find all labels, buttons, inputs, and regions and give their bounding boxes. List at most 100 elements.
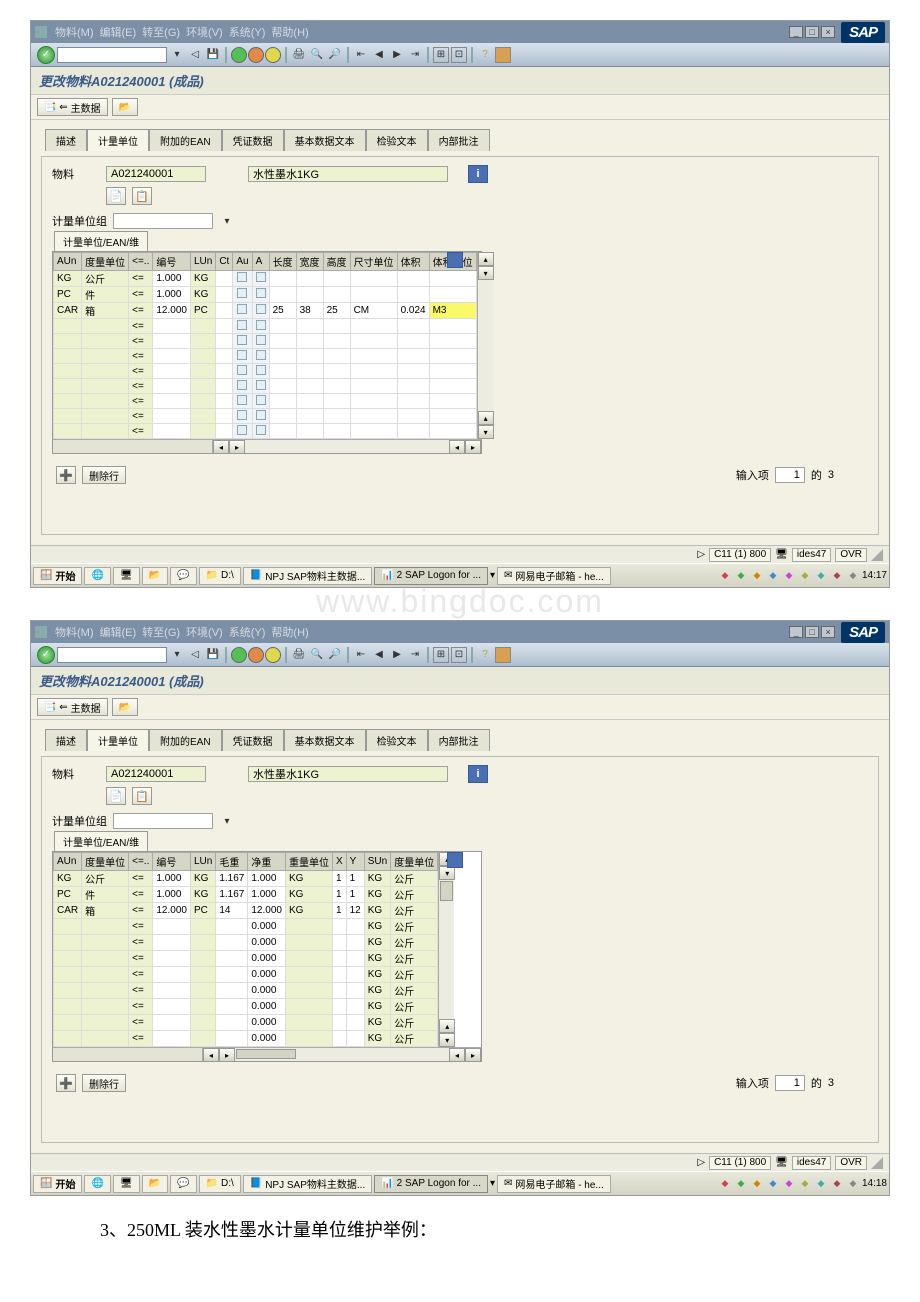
- find-icon[interactable]: 🔍: [309, 47, 325, 63]
- quick-chat-icon[interactable]: 💬: [170, 1175, 196, 1193]
- tab-inspection[interactable]: 检验文本: [366, 729, 428, 751]
- nav-back-icon[interactable]: [231, 47, 247, 63]
- col-header[interactable]: 编号: [153, 253, 191, 271]
- table-row[interactable]: KG公斤<=1.000KG1.1671.000KG11KG公斤: [54, 871, 438, 887]
- entry-current[interactable]: [775, 467, 805, 483]
- col-header[interactable]: 宽度: [296, 253, 323, 271]
- table-row[interactable]: <=0.000KG公斤: [54, 983, 438, 999]
- vscroll-2[interactable]: ▴ ▾ ▴ ▾: [438, 852, 454, 1047]
- first-page-icon[interactable]: ⇤: [353, 647, 369, 663]
- delete-row-button[interactable]: 删除行: [82, 1074, 126, 1092]
- tab-document[interactable]: 凭证数据: [222, 729, 284, 751]
- col-header[interactable]: Y: [346, 853, 364, 871]
- tab-internal[interactable]: 内部批注: [428, 729, 490, 751]
- tab-description[interactable]: 描述: [45, 729, 87, 751]
- scroll-down2-icon[interactable]: ▾: [478, 425, 494, 439]
- org-levels-button[interactable]: 📂: [112, 98, 138, 116]
- start-button[interactable]: 🪟 开始: [33, 1175, 82, 1193]
- quick-folder-icon[interactable]: 📂: [142, 567, 168, 585]
- table-row[interactable]: <=0.000KG公斤: [54, 919, 438, 935]
- insert-row-icon[interactable]: ➕: [56, 466, 76, 484]
- table-row[interactable]: PC件<=1.000KG: [54, 287, 477, 303]
- menu-edit[interactable]: 编辑(E): [100, 24, 137, 40]
- next-page-icon[interactable]: ▶: [389, 47, 405, 63]
- close-icon[interactable]: ×: [821, 626, 835, 638]
- quick-ie-icon[interactable]: 🌐: [84, 567, 110, 585]
- task-mail[interactable]: ✉ 网易电子邮箱 - he...: [497, 1175, 611, 1193]
- help-icon[interactable]: ?: [477, 647, 493, 663]
- table-row[interactable]: PC件<=1.000KG1.1671.000KG11KG公斤: [54, 887, 438, 903]
- hscroll-left2-icon[interactable]: ◂: [449, 440, 465, 454]
- additional-data-button[interactable]: 📑 ⇐ 主数据: [37, 698, 108, 716]
- enter-icon[interactable]: ✓: [37, 646, 55, 664]
- scroll-up-icon[interactable]: ▴: [478, 252, 494, 266]
- col-header[interactable]: 度量单位: [391, 853, 438, 871]
- uom-table-1[interactable]: AUn度量单位<=..编号LUnCtAuA长度宽度高度尺寸单位体积体积单位KG公…: [53, 252, 477, 439]
- print-icon[interactable]: 🖨: [291, 47, 307, 63]
- tray-icon-6[interactable]: ◆: [798, 569, 812, 583]
- scroll-up2-icon[interactable]: ▴: [439, 1019, 455, 1033]
- table-row[interactable]: <=0.000KG公斤: [54, 935, 438, 951]
- uom-group-input[interactable]: [113, 213, 213, 229]
- uom-group-input[interactable]: [113, 813, 213, 829]
- new-session-icon[interactable]: ⊞: [433, 647, 449, 663]
- tab-description[interactable]: 描述: [45, 129, 87, 151]
- menu-system[interactable]: 系统(Y): [229, 624, 266, 640]
- task-drive[interactable]: 📁 D:\: [199, 1175, 241, 1193]
- task-word[interactable]: 📘 NPJ SAP物料主数据...: [243, 1175, 372, 1193]
- col-header[interactable]: LUn: [190, 853, 215, 871]
- quick-chat-icon[interactable]: 💬: [170, 567, 196, 585]
- subtab-uom-ean-2[interactable]: 计量单位/EAN/维: [54, 831, 148, 851]
- tray-icon-3[interactable]: ◆: [750, 569, 764, 583]
- tray-icon-3[interactable]: ◆: [750, 1177, 764, 1191]
- col-header[interactable]: 度量单位: [82, 853, 129, 871]
- hscroll-left-icon[interactable]: ◂: [213, 440, 229, 454]
- minimize-icon[interactable]: _: [789, 26, 803, 38]
- col-header[interactable]: 度量单位: [82, 253, 129, 271]
- col-header[interactable]: 长度: [269, 253, 296, 271]
- hscroll-left-icon[interactable]: ◂: [203, 1048, 219, 1062]
- tray-icon-8[interactable]: ◆: [830, 569, 844, 583]
- tray-icon-5[interactable]: ◆: [782, 1177, 796, 1191]
- last-page-icon[interactable]: ⇥: [407, 647, 423, 663]
- uom-group-dropdown-icon[interactable]: ▾: [219, 813, 235, 829]
- prev-page-icon[interactable]: ◀: [371, 47, 387, 63]
- col-header[interactable]: SUn: [364, 853, 390, 871]
- info-icon[interactable]: i: [468, 765, 488, 783]
- prev-page-icon[interactable]: ◀: [371, 647, 387, 663]
- task-dropdown-icon[interactable]: ▾: [490, 1178, 495, 1189]
- col-header[interactable]: 重量单位: [285, 853, 332, 871]
- col-header[interactable]: 尺寸单位: [350, 253, 397, 271]
- task-drive[interactable]: 📁 D:\: [199, 567, 241, 585]
- col-header[interactable]: 高度: [323, 253, 350, 271]
- tray-icon-2[interactable]: ◆: [734, 569, 748, 583]
- table-row[interactable]: <=0.000KG公斤: [54, 1015, 438, 1031]
- configure-columns-icon[interactable]: [447, 252, 463, 268]
- nav-back-icon[interactable]: [231, 647, 247, 663]
- col-header[interactable]: 净重: [248, 853, 286, 871]
- dropdown-icon[interactable]: ▾: [169, 647, 185, 663]
- menu-env[interactable]: 环境(V): [186, 624, 223, 640]
- insert-row-icon[interactable]: ➕: [56, 1074, 76, 1092]
- tab-uom[interactable]: 计量单位: [87, 129, 149, 151]
- col-header[interactable]: AUn: [54, 853, 82, 871]
- save-icon[interactable]: 💾: [205, 47, 221, 63]
- close-icon[interactable]: ×: [821, 26, 835, 38]
- doc-link-1-icon[interactable]: 📄: [106, 187, 126, 205]
- menu-goto[interactable]: 转至(G): [142, 624, 180, 640]
- new-session-icon[interactable]: ⊞: [433, 47, 449, 63]
- shortcut-icon[interactable]: ⊡: [451, 47, 467, 63]
- table-row[interactable]: <=: [54, 379, 477, 394]
- tab-document[interactable]: 凭证数据: [222, 129, 284, 151]
- org-levels-button[interactable]: 📂: [112, 698, 138, 716]
- uom-table-2[interactable]: AUn度量单位<=..编号LUn毛重净重重量单位XYSUn度量单位KG公斤<=1…: [53, 852, 438, 1047]
- table-row[interactable]: KG公斤<=1.000KG: [54, 271, 477, 287]
- table-row[interactable]: CAR箱<=12.000PC253825CM0.024M3: [54, 303, 477, 319]
- minimize-icon[interactable]: _: [789, 626, 803, 638]
- task-mail[interactable]: ✉ 网易电子邮箱 - he...: [497, 567, 611, 585]
- col-header[interactable]: <=..: [129, 853, 153, 871]
- layout-icon[interactable]: [495, 47, 511, 63]
- table-row[interactable]: CAR箱<=12.000PC1412.000KG112KG公斤: [54, 903, 438, 919]
- table-row[interactable]: <=: [54, 319, 477, 334]
- tray-icon-7[interactable]: ◆: [814, 569, 828, 583]
